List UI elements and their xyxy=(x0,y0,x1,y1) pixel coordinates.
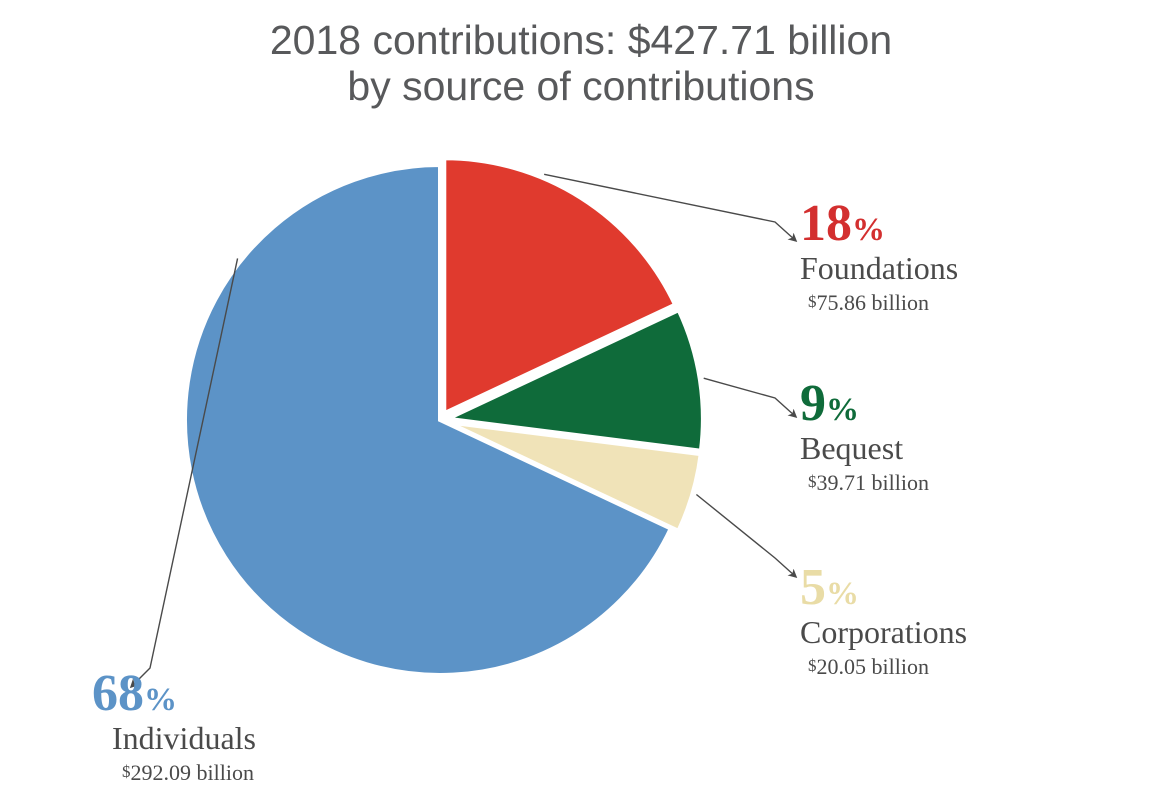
slice-label-bequest: 9%Bequest$39.71 billion xyxy=(800,378,929,496)
leader-line-bequest xyxy=(704,378,795,416)
slice-label-foundations: 18%Foundations$75.86 billion xyxy=(800,198,958,316)
leader-line-corporations xyxy=(696,494,795,576)
slice-label-individuals: 68%Individuals$292.09 billion xyxy=(92,668,256,786)
slice-label-corporations: 5%Corporations$20.05 billion xyxy=(800,562,967,680)
chart-stage: 2018 contributions: $427.71 billion by s… xyxy=(0,0,1162,807)
pie-slices-group xyxy=(185,158,703,675)
